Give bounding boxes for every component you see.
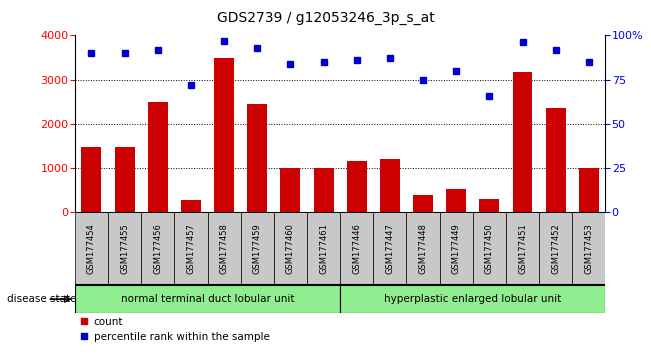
Text: GSM177452: GSM177452: [551, 223, 561, 274]
Bar: [479, 199, 499, 212]
Bar: [572, 212, 605, 285]
Bar: [115, 147, 135, 212]
Bar: [214, 58, 234, 212]
Bar: [307, 212, 340, 285]
Text: GSM177461: GSM177461: [319, 223, 328, 274]
Bar: [373, 212, 406, 285]
Bar: [579, 168, 599, 212]
Bar: [148, 102, 168, 212]
Bar: [75, 212, 108, 285]
Bar: [512, 72, 533, 212]
Bar: [413, 195, 433, 212]
Bar: [314, 168, 333, 212]
Bar: [108, 212, 141, 285]
Bar: [506, 212, 539, 285]
Text: GSM177451: GSM177451: [518, 223, 527, 274]
Bar: [447, 188, 466, 212]
Text: GSM177453: GSM177453: [585, 223, 593, 274]
Bar: [247, 104, 267, 212]
Text: GSM177458: GSM177458: [219, 223, 229, 274]
Bar: [473, 212, 506, 285]
Bar: [406, 212, 439, 285]
Text: GSM177449: GSM177449: [452, 223, 461, 274]
Text: GSM177446: GSM177446: [352, 223, 361, 274]
Text: hyperplastic enlarged lobular unit: hyperplastic enlarged lobular unit: [384, 294, 561, 304]
Text: GSM177447: GSM177447: [385, 223, 395, 274]
Bar: [281, 168, 300, 212]
Text: GSM177460: GSM177460: [286, 223, 295, 274]
Bar: [380, 159, 400, 212]
Bar: [75, 285, 340, 313]
Text: GSM177455: GSM177455: [120, 223, 129, 274]
Text: GSM177454: GSM177454: [87, 223, 96, 274]
Bar: [340, 212, 373, 285]
Bar: [546, 108, 566, 212]
Bar: [141, 212, 174, 285]
Bar: [174, 212, 208, 285]
Text: GDS2739 / g12053246_3p_s_at: GDS2739 / g12053246_3p_s_at: [217, 11, 434, 25]
Bar: [181, 200, 201, 212]
Bar: [347, 161, 367, 212]
Text: GSM177448: GSM177448: [419, 223, 428, 274]
Bar: [81, 147, 102, 212]
Text: GSM177457: GSM177457: [186, 223, 195, 274]
Bar: [340, 285, 605, 313]
Text: GSM177459: GSM177459: [253, 223, 262, 274]
Bar: [241, 212, 274, 285]
Bar: [539, 212, 572, 285]
Bar: [439, 212, 473, 285]
Bar: [208, 212, 241, 285]
Text: GSM177456: GSM177456: [153, 223, 162, 274]
Text: disease state: disease state: [7, 294, 76, 304]
Bar: [274, 212, 307, 285]
Legend: count, percentile rank within the sample: count, percentile rank within the sample: [80, 316, 270, 342]
Text: normal terminal duct lobular unit: normal terminal duct lobular unit: [120, 294, 294, 304]
Text: GSM177450: GSM177450: [485, 223, 494, 274]
